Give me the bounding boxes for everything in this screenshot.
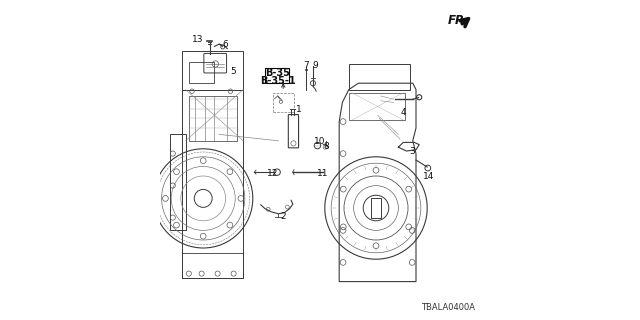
Bar xyxy=(182,253,243,278)
Bar xyxy=(170,134,186,230)
Text: 8: 8 xyxy=(323,142,328,151)
Bar xyxy=(189,62,214,83)
Text: 11: 11 xyxy=(317,169,329,178)
Text: B-35: B-35 xyxy=(266,68,290,78)
Text: 13: 13 xyxy=(192,35,204,44)
Bar xyxy=(273,93,294,112)
Bar xyxy=(371,198,381,218)
Text: 4: 4 xyxy=(401,108,406,117)
Text: 6: 6 xyxy=(223,40,228,49)
Text: B-35-1: B-35-1 xyxy=(260,76,296,86)
Bar xyxy=(182,51,243,90)
Bar xyxy=(189,96,237,141)
Text: 3: 3 xyxy=(410,147,415,156)
Bar xyxy=(349,93,406,120)
Text: 1: 1 xyxy=(296,105,302,114)
Text: 14: 14 xyxy=(423,172,435,181)
Text: 10: 10 xyxy=(314,137,325,146)
Text: 2: 2 xyxy=(280,212,286,221)
Text: FR.: FR. xyxy=(448,14,470,27)
Text: TBALA0400A: TBALA0400A xyxy=(421,303,475,312)
Bar xyxy=(182,90,243,278)
Text: 12: 12 xyxy=(267,169,278,178)
Text: 7: 7 xyxy=(303,61,308,70)
Bar xyxy=(265,68,289,83)
Text: 5: 5 xyxy=(231,67,236,76)
Text: 9: 9 xyxy=(312,61,317,70)
